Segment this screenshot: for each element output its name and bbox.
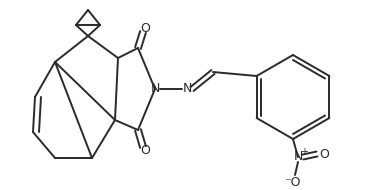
Text: O: O bbox=[319, 147, 329, 161]
Text: N: N bbox=[293, 150, 303, 164]
Text: +: + bbox=[300, 147, 308, 157]
Text: N: N bbox=[182, 82, 192, 96]
Text: O: O bbox=[140, 145, 150, 158]
Text: ⁻O: ⁻O bbox=[284, 176, 300, 188]
Text: N: N bbox=[150, 82, 160, 96]
Text: O: O bbox=[140, 21, 150, 35]
